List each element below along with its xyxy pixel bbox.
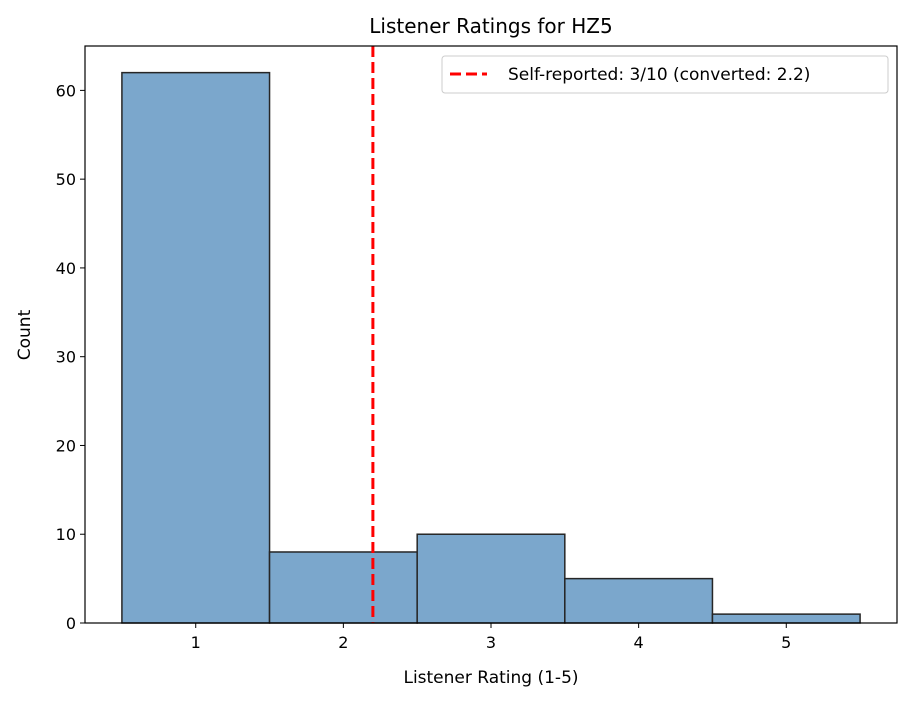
x-tick-label: 3: [486, 633, 496, 652]
y-tick-label: 20: [56, 436, 76, 455]
legend-box: [441, 55, 889, 94]
legend: Self-reported: 3/10 (converted: 2.2): [441, 55, 889, 94]
legend-label: Self-reported: 3/10 (converted: 2.2): [508, 65, 810, 85]
y-axis-label: Count: [15, 309, 35, 360]
y-tick-label: 50: [56, 170, 76, 189]
bar-5: [711, 613, 861, 624]
bar-1: [121, 71, 271, 624]
y-tick-label: 30: [56, 348, 76, 367]
bar-3: [416, 533, 566, 624]
chart-title: Listener Ratings for HZ5: [369, 14, 612, 38]
x-tick-label: 5: [781, 633, 791, 652]
x-tick-label: 2: [338, 633, 348, 652]
bar-2: [268, 551, 418, 624]
y-tick-label: 60: [56, 81, 76, 100]
y-tick-label: 0: [66, 614, 76, 633]
x-tick-label: 4: [634, 633, 644, 652]
x-tick-label: 1: [191, 633, 201, 652]
x-axis-label: Listener Rating (1-5): [403, 668, 578, 688]
bar-4: [564, 577, 714, 624]
y-tick-label: 10: [56, 525, 76, 544]
y-tick-label: 40: [56, 259, 76, 278]
